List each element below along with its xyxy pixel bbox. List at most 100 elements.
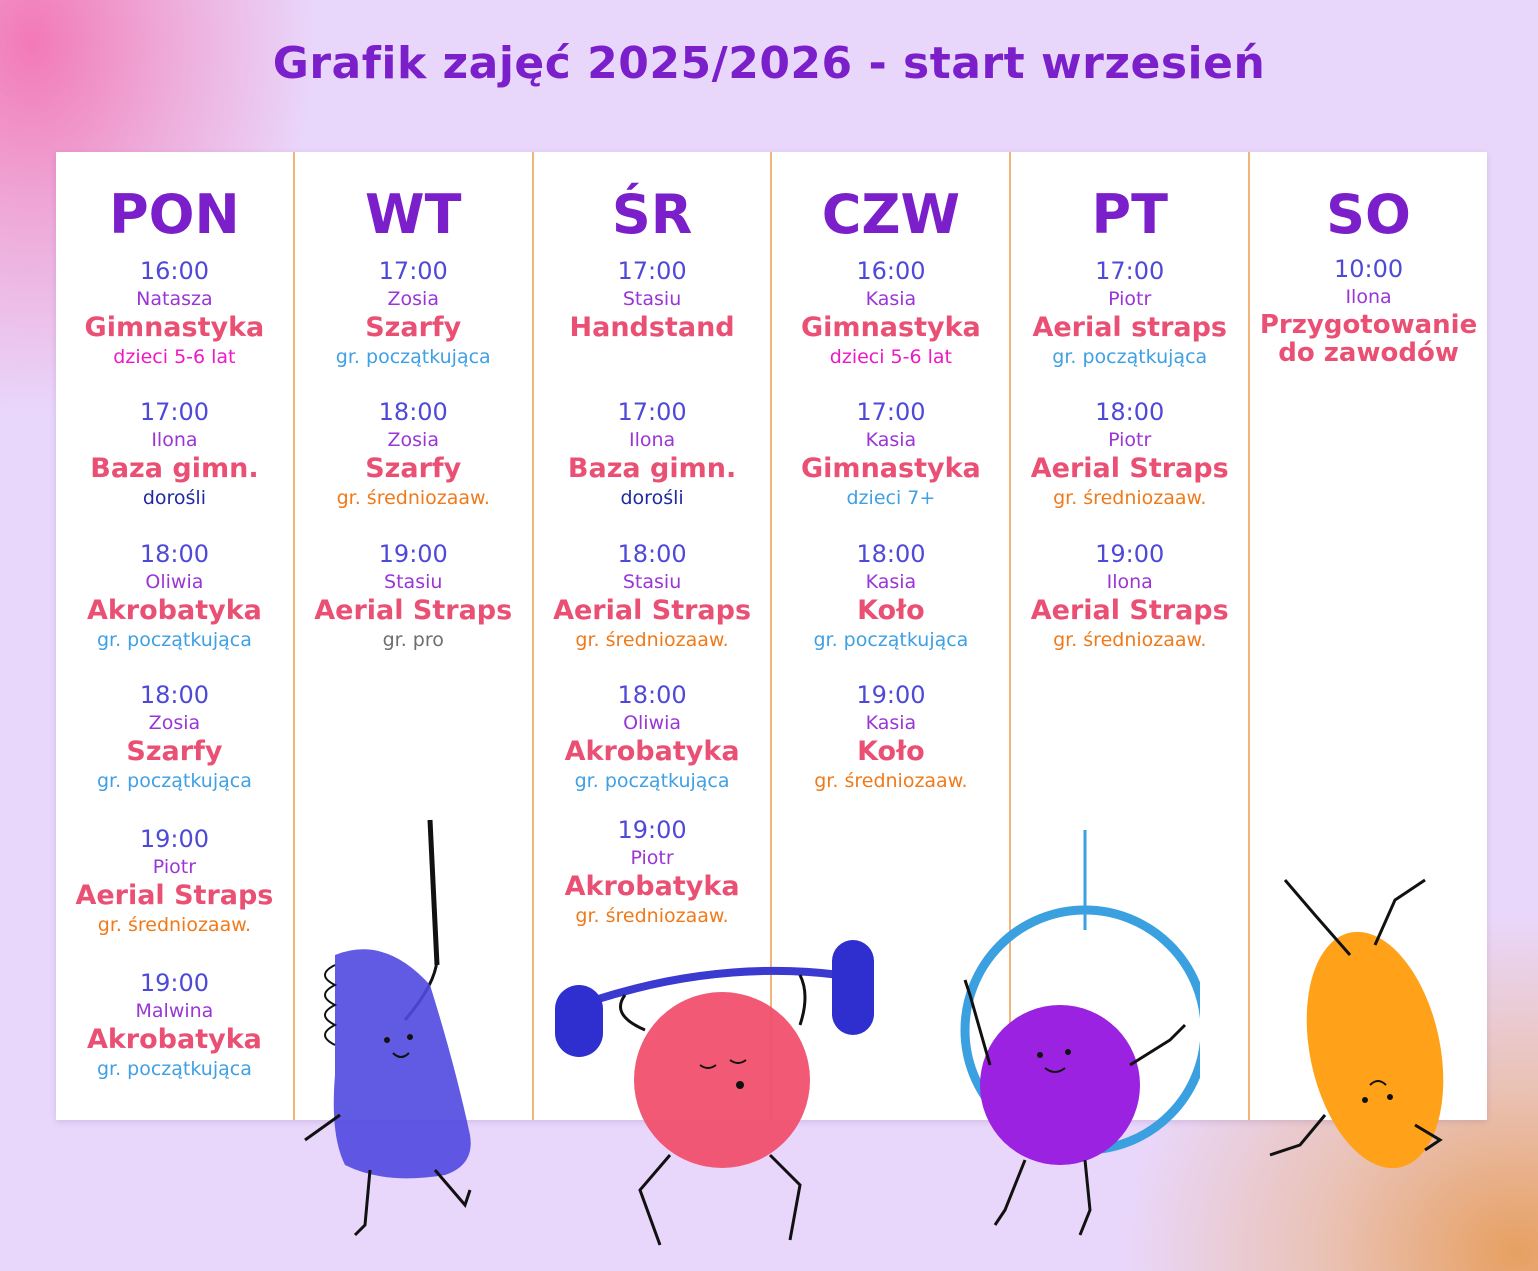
slot-class: Koło xyxy=(857,736,925,767)
slot-class: Akrobatyka xyxy=(86,595,262,626)
day-name: PT xyxy=(1091,183,1168,246)
slot-group: gr. średniozaaw. xyxy=(575,629,729,651)
slot-time: 18:00 xyxy=(378,398,448,426)
day-column-pon: PON 16:00 Natasza Gimnastyka dzieci 5-6 … xyxy=(56,152,295,1120)
slot-class: Aerial Straps xyxy=(553,595,752,626)
day-name: SO xyxy=(1326,183,1411,246)
slot-time: 18:00 xyxy=(139,540,209,568)
slot-time: 16:00 xyxy=(856,257,926,285)
slot-class: Koło xyxy=(857,595,925,626)
slot-class: Gimnastyka xyxy=(801,453,981,484)
slot-class: Aerial Straps xyxy=(1030,453,1229,484)
class-slot: 17:00 Ilona Baza gimn. dorośli xyxy=(56,398,293,512)
class-slot: 17:00 Stasiu Handstand xyxy=(534,257,771,343)
slot-time: 18:00 xyxy=(856,540,926,568)
class-slot: 16:00 Kasia Gimnastyka dzieci 5-6 lat xyxy=(772,257,1009,371)
slot-group: gr. początkująca xyxy=(96,629,252,651)
class-slot: 18:00 Stasiu Aerial Straps gr. średnioza… xyxy=(534,540,771,654)
class-slot: 10:00 Ilona Przygotowanie do zawodów xyxy=(1250,255,1487,367)
orange-handstand-character-icon xyxy=(1269,878,1444,1169)
slot-time: 16:00 xyxy=(139,257,209,285)
slot-group: gr. początkująca xyxy=(96,1058,252,1080)
slot-time: 17:00 xyxy=(617,257,687,285)
slot-class: Aerial Straps xyxy=(314,595,513,626)
slot-class: Przygotowanie do zawodów xyxy=(1259,310,1478,368)
class-slot: 19:00 Stasiu Aerial Straps gr. pro xyxy=(295,540,532,654)
slot-coach: Piotr xyxy=(1108,429,1152,451)
slot-coach: Oliwia xyxy=(145,571,204,593)
day-column-sr: ŚR 17:00 Stasiu Handstand 17:00 Ilona Ba… xyxy=(534,152,773,1120)
slot-coach: Oliwia xyxy=(623,712,682,734)
slot-group: dzieci 7+ xyxy=(846,487,936,509)
slot-group: gr. początkująca xyxy=(574,770,730,792)
slot-coach: Malwina xyxy=(135,1000,214,1022)
day-name: ŚR xyxy=(611,183,693,246)
slot-group: gr. pro xyxy=(382,629,444,651)
slot-coach: Ilona xyxy=(628,429,676,451)
class-slot: 18:00 Oliwia Akrobatyka gr. początkująca xyxy=(534,681,771,795)
day-name: WT xyxy=(365,183,462,246)
slot-coach: Ilona xyxy=(151,429,198,451)
class-slot: 19:00 Malwina Akrobatyka gr. początkując… xyxy=(56,969,293,1083)
class-slot: 19:00 Kasia Koło gr. średniozaaw. xyxy=(772,681,1009,795)
slot-time: 18:00 xyxy=(139,681,209,709)
slot-group: gr. początkująca xyxy=(96,770,252,792)
day-column-so: SO 10:00 Ilona Przygotowanie do zawodów xyxy=(1250,152,1487,1120)
slot-coach: Piotr xyxy=(630,847,674,869)
page-title: Grafik zajęć 2025/2026 - start wrzesień xyxy=(272,38,1266,89)
slot-group: gr. początkująca xyxy=(335,346,491,368)
slot-coach: Kasia xyxy=(865,288,917,310)
slot-class: Akrobatyka xyxy=(564,736,740,767)
slot-coach: Zosia xyxy=(387,288,439,310)
class-slot: 17:00 Kasia Gimnastyka dzieci 7+ xyxy=(772,398,1009,512)
slot-group: gr. średniozaaw. xyxy=(1053,629,1207,651)
slot-class: Aerial Straps xyxy=(1030,595,1229,626)
class-slot: 19:00 Ilona Aerial Straps gr. średniozaa… xyxy=(1011,540,1248,654)
day-column-pt: PT 17:00 Piotr Aerial straps gr. początk… xyxy=(1011,152,1251,1120)
day-name: CZW xyxy=(821,183,961,246)
schedule-board: PON 16:00 Natasza Gimnastyka dzieci 5-6 … xyxy=(56,152,1487,1120)
slot-coach: Stasiu xyxy=(384,571,443,593)
slot-class: Gimnastyka xyxy=(801,312,981,343)
slot-group: dorośli xyxy=(620,487,684,509)
slot-time: 19:00 xyxy=(139,969,209,997)
slot-time: 10:00 xyxy=(1333,255,1404,283)
day-column-wt: WT 17:00 Zosia Szarfy gr. początkująca 1… xyxy=(295,152,534,1120)
slot-class: Baza gimn. xyxy=(90,453,259,484)
class-slot: 18:00 Oliwia Akrobatyka gr. początkująca xyxy=(56,540,293,654)
slot-time: 19:00 xyxy=(617,816,687,844)
day-name: PON xyxy=(109,183,240,246)
slot-group: gr. średniozaaw. xyxy=(336,487,490,509)
class-slot: 18:00 Zosia Szarfy gr. średniozaaw. xyxy=(295,398,532,512)
class-slot: 18:00 Kasia Koło gr. początkująca xyxy=(772,540,1009,654)
slot-group: gr. średniozaaw. xyxy=(575,905,729,927)
class-slot: 17:00 Piotr Aerial straps gr. początkują… xyxy=(1011,257,1248,371)
slot-group: gr. średniozaaw. xyxy=(814,770,968,792)
slot-group: gr. średniozaaw. xyxy=(97,914,252,936)
slot-coach: Ilona xyxy=(1345,286,1392,308)
slot-class: Aerial straps xyxy=(1032,312,1228,343)
slot-coach: Piotr xyxy=(1108,288,1152,310)
slot-class: Akrobatyka xyxy=(86,1024,262,1055)
slot-class: Szarfy xyxy=(365,453,462,484)
slot-time: 17:00 xyxy=(856,398,926,426)
slot-group: dorośli xyxy=(142,487,206,509)
slot-class: Szarfy xyxy=(126,736,223,767)
slot-time: 19:00 xyxy=(856,681,926,709)
pink-ball-barbell-character-icon xyxy=(555,940,874,1246)
slot-time: 18:00 xyxy=(617,540,687,568)
slot-class: Gimnastyka xyxy=(84,312,265,343)
slot-group: gr. początkująca xyxy=(1052,346,1208,368)
slot-class: Aerial Straps xyxy=(75,880,274,911)
slot-time: 18:00 xyxy=(617,681,687,709)
slot-coach: Zosia xyxy=(148,712,201,734)
class-slot: 16:00 Natasza Gimnastyka dzieci 5-6 lat xyxy=(56,257,293,371)
slot-class: Akrobatyka xyxy=(564,871,740,902)
slot-time: 19:00 xyxy=(378,540,448,568)
slot-coach: Zosia xyxy=(387,429,439,451)
blue-cone-ribbon-character-icon xyxy=(304,819,472,1237)
slot-group: dzieci 5-6 lat xyxy=(829,346,952,368)
slot-group: gr. średniozaaw. xyxy=(1053,487,1207,509)
slot-time: 17:00 xyxy=(378,257,448,285)
class-slot: 17:00 Zosia Szarfy gr. początkująca xyxy=(295,257,532,371)
